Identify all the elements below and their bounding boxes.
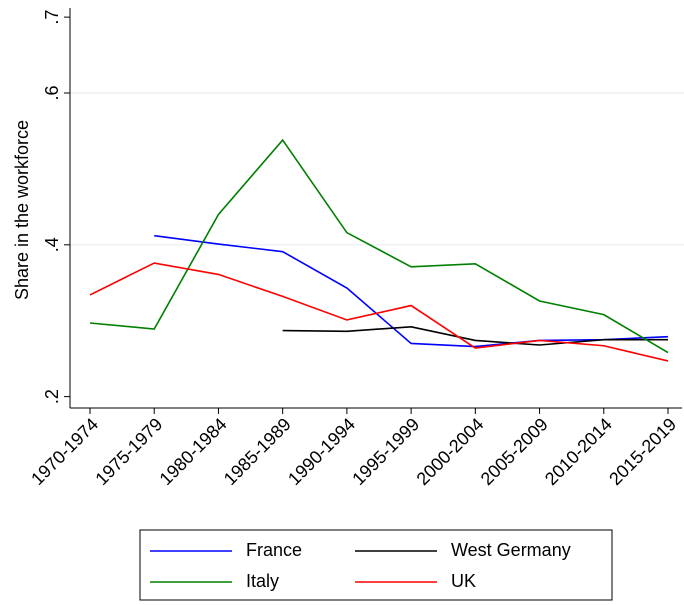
legend-label: Italy (246, 571, 279, 591)
legend-label: UK (451, 571, 476, 591)
x-tick-label: 2015-2019 (605, 414, 680, 489)
x-tick-label: 2010-2014 (541, 414, 616, 489)
legend-box (139, 529, 613, 601)
x-tick-label: 1985-1989 (220, 414, 295, 489)
legend-label: France (246, 540, 302, 560)
x-tick-label: 1980-1984 (156, 414, 231, 489)
series-line (89, 138, 669, 354)
x-tick-label: 1990-1994 (284, 414, 359, 489)
x-tick-label: 1970-1974 (27, 414, 102, 489)
y-axis-label: Share in the workforce (12, 120, 32, 300)
x-tick-label: 1975-1979 (91, 414, 166, 489)
legend-label: West Germany (451, 540, 571, 560)
y-tick-label: .2 (42, 389, 62, 404)
y-tick-label: .4 (42, 237, 62, 252)
x-tick-label: 1995-1999 (348, 414, 423, 489)
series-line (282, 325, 668, 346)
series-line (154, 234, 669, 348)
y-tick-label: .6 (42, 86, 62, 101)
series-line (89, 262, 669, 362)
y-tick-label: .7 (42, 10, 62, 25)
x-tick-label: 2000-2004 (413, 414, 488, 489)
x-tick-label: 2005-2009 (477, 414, 552, 489)
